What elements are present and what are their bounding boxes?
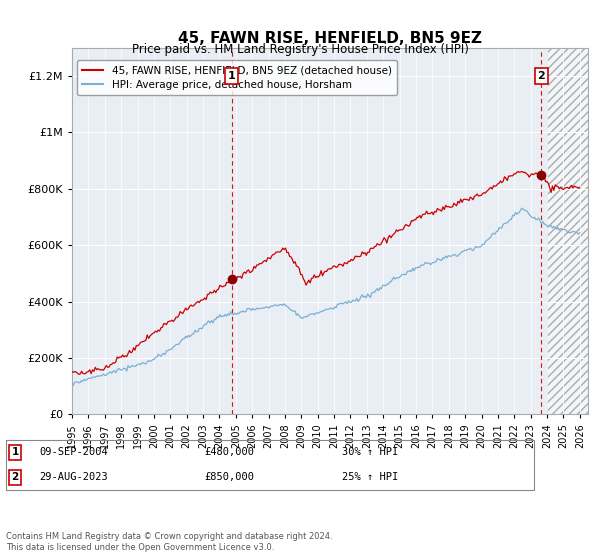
Text: 2: 2 xyxy=(538,71,545,81)
Text: 1: 1 xyxy=(11,447,19,458)
Legend: 45, FAWN RISE, HENFIELD, BN5 9EZ (detached house), HPI: Average price, detached : 45, FAWN RISE, HENFIELD, BN5 9EZ (detach… xyxy=(77,60,397,95)
Text: £850,000: £850,000 xyxy=(204,472,254,482)
Text: Price paid vs. HM Land Registry's House Price Index (HPI): Price paid vs. HM Land Registry's House … xyxy=(131,43,469,56)
Text: 2: 2 xyxy=(11,472,19,482)
Text: 1: 1 xyxy=(228,71,236,81)
Text: 30% ↑ HPI: 30% ↑ HPI xyxy=(342,447,398,458)
Text: 29-AUG-2023: 29-AUG-2023 xyxy=(39,472,108,482)
Text: Contains HM Land Registry data © Crown copyright and database right 2024.
This d: Contains HM Land Registry data © Crown c… xyxy=(6,532,332,552)
Title: 45, FAWN RISE, HENFIELD, BN5 9EZ: 45, FAWN RISE, HENFIELD, BN5 9EZ xyxy=(178,31,482,46)
Text: 09-SEP-2004: 09-SEP-2004 xyxy=(39,447,108,458)
Text: £480,000: £480,000 xyxy=(204,447,254,458)
Text: 25% ↑ HPI: 25% ↑ HPI xyxy=(342,472,398,482)
